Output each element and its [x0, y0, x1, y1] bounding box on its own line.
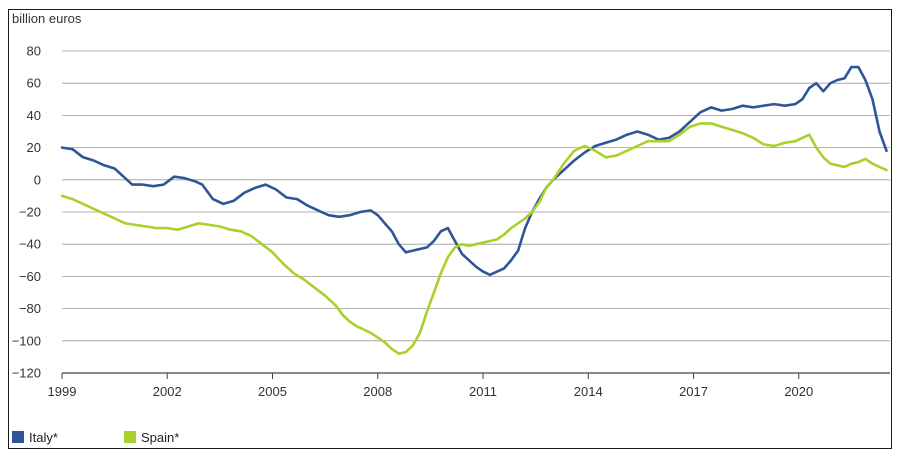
x-tick-label: 2008 [363, 384, 392, 399]
x-tick-labels: 1999 2002 2005 2008 2011 2014 2017 2020 [48, 384, 814, 399]
y-tick-label: −80 [19, 301, 41, 316]
x-tick-label: 2020 [784, 384, 813, 399]
x-tick-label: 2011 [469, 384, 497, 399]
series-line-italy [60, 65, 888, 277]
legend-label: Italy* [29, 430, 58, 445]
series-lines [60, 65, 888, 356]
y-tick-label: −120 [12, 366, 41, 381]
series-line-spain [60, 122, 888, 356]
y-tick-label: −20 [19, 205, 41, 220]
y-tick-label: 40 [27, 108, 41, 123]
x-tick-label: 2017 [679, 384, 708, 399]
x-tick-label: 2002 [153, 384, 182, 399]
legend-label: Spain* [141, 430, 179, 445]
x-tick-label: 2014 [574, 384, 603, 399]
y-tick-label: 20 [27, 140, 41, 155]
y-tick-labels: 80 60 40 20 0 −20 −40 −60 −80 −100 −120 [12, 44, 41, 381]
y-tick-label: −100 [12, 333, 41, 348]
x-tick-label: 1999 [48, 384, 77, 399]
legend-swatch [12, 431, 24, 443]
legend-swatch [124, 431, 136, 443]
y-axis-label: billion euros [12, 11, 82, 26]
gridlines [61, 50, 890, 379]
y-tick-label: 80 [27, 44, 41, 59]
y-tick-label: −60 [19, 269, 41, 284]
y-tick-label: −40 [19, 237, 41, 252]
y-tick-label: 60 [27, 76, 41, 91]
x-tick-label: 2005 [258, 384, 287, 399]
y-tick-label: 0 [34, 172, 41, 187]
legend: Italy* Spain* [12, 430, 179, 445]
